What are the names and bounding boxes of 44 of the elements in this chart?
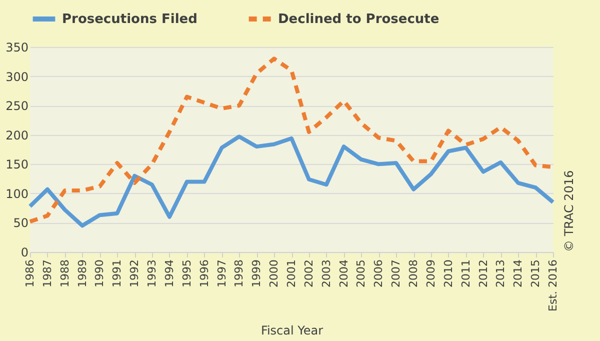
x-tick-label: 1987	[40, 260, 54, 288]
x-tick-label: 1999	[250, 260, 264, 288]
x-tick-label: 2008	[407, 260, 420, 288]
x-tick-label: 2012	[476, 260, 490, 288]
y-tick-label: 50	[13, 216, 28, 230]
y-tick-label: 0	[20, 246, 28, 260]
x-tick-label: 2007	[390, 260, 403, 288]
x-tick-label: 2005	[354, 260, 368, 288]
x-tick-label: 2006	[372, 260, 386, 288]
x-tick-label: 2004	[337, 260, 350, 288]
x-tick-label: 2002	[302, 260, 316, 288]
x-tick-label: 1996	[198, 260, 211, 288]
x-tick-label: 1990	[93, 260, 106, 288]
x-tick-label: 2009	[424, 260, 438, 288]
x-tick-label: Est. 2016	[546, 260, 560, 312]
x-tick-label: 2001	[285, 260, 298, 288]
x-tick-label: 1988	[58, 260, 72, 288]
x-tick-label: 1991	[110, 260, 124, 288]
x-tick-label: 1993	[146, 260, 159, 288]
y-tick-label: 250	[6, 99, 28, 114]
x-tick-label: 1994	[162, 260, 176, 288]
x-tick-label: 2000	[268, 260, 281, 288]
x-tick-label: 2010	[442, 260, 455, 288]
legend-label: Prosecutions Filed	[62, 12, 198, 27]
y-tick-label: 150	[6, 158, 28, 172]
x-tick-label: 1995	[180, 260, 194, 288]
x-tick-label: 1989	[76, 260, 89, 288]
x-tick-label: 1992	[128, 260, 142, 288]
x-tick-label: 1997	[215, 260, 228, 288]
x-tick-label: 1998	[232, 260, 246, 288]
text: © TRAC 2016	[562, 170, 576, 252]
legend-label: Declined to Prosecute	[278, 12, 440, 27]
x-tick-label: 2014	[512, 260, 525, 288]
y-tick-label: 100	[6, 186, 28, 201]
x-axis-title: Fiscal Year	[260, 323, 324, 338]
x-tick-label: 2015	[529, 260, 542, 288]
x-tick-label: 1986	[24, 260, 36, 288]
y-tick-label: 350	[6, 40, 28, 54]
x-tick-label: 2011	[459, 260, 472, 288]
x-tick-label: 2003	[320, 260, 333, 288]
y-tick-label: 200	[6, 128, 28, 142]
line-series	[28, 134, 555, 228]
x-tick-label: 2013	[494, 260, 508, 288]
y-tick-label: 300	[6, 70, 28, 84]
